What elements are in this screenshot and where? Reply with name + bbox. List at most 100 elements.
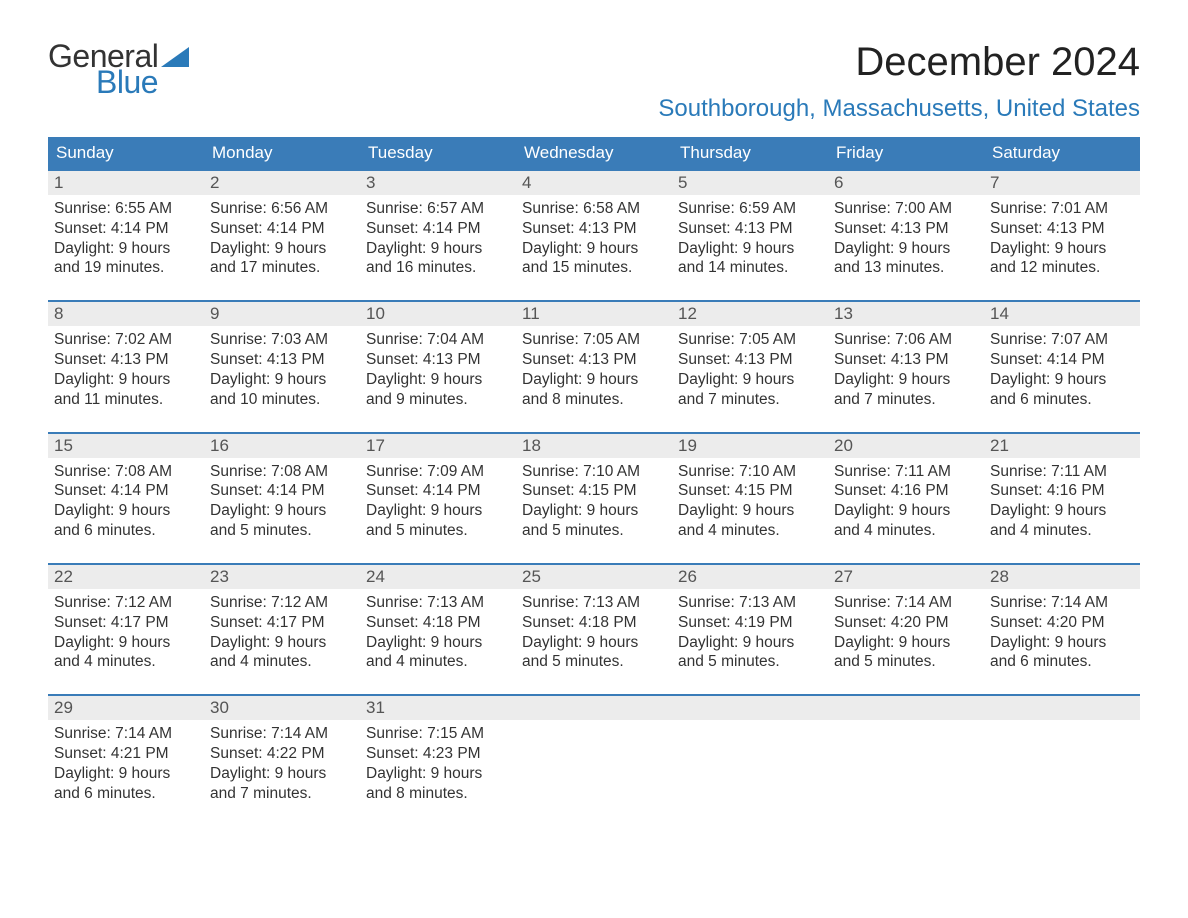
- sunrise-line: Sunrise: 6:58 AM: [522, 199, 666, 219]
- daylight-line-1: Daylight: 9 hours: [678, 370, 822, 390]
- daylight-line-2: and 7 minutes.: [834, 390, 978, 410]
- day-cell-empty: [828, 720, 984, 811]
- sunset-line: Sunset: 4:20 PM: [834, 613, 978, 633]
- logo-triangle-icon: [161, 47, 189, 67]
- day-number: 20: [828, 434, 984, 458]
- day-cell: Sunrise: 6:56 AMSunset: 4:14 PMDaylight:…: [204, 195, 360, 286]
- day-number: [672, 696, 828, 720]
- daylight-line-1: Daylight: 9 hours: [522, 501, 666, 521]
- daylight-line-1: Daylight: 9 hours: [834, 239, 978, 259]
- daylight-line-1: Daylight: 9 hours: [366, 764, 510, 784]
- weekday-thursday: Thursday: [672, 137, 828, 169]
- sunset-line: Sunset: 4:22 PM: [210, 744, 354, 764]
- day-number: 4: [516, 171, 672, 195]
- week-row: 891011121314Sunrise: 7:02 AMSunset: 4:13…: [48, 300, 1140, 417]
- sunset-line: Sunset: 4:14 PM: [210, 481, 354, 501]
- day-number: 1: [48, 171, 204, 195]
- day-number: 17: [360, 434, 516, 458]
- day-number: 22: [48, 565, 204, 589]
- sunrise-line: Sunrise: 6:55 AM: [54, 199, 198, 219]
- day-number: 25: [516, 565, 672, 589]
- day-cell: Sunrise: 7:13 AMSunset: 4:18 PMDaylight:…: [516, 589, 672, 680]
- daylight-line-1: Daylight: 9 hours: [990, 239, 1134, 259]
- sunset-line: Sunset: 4:13 PM: [678, 219, 822, 239]
- day-number: 26: [672, 565, 828, 589]
- sunrise-line: Sunrise: 7:14 AM: [54, 724, 198, 744]
- daylight-line-1: Daylight: 9 hours: [678, 239, 822, 259]
- daylight-line-2: and 7 minutes.: [210, 784, 354, 804]
- sunrise-line: Sunrise: 7:13 AM: [522, 593, 666, 613]
- daylight-line-1: Daylight: 9 hours: [366, 633, 510, 653]
- day-number: 28: [984, 565, 1140, 589]
- day-cell: Sunrise: 7:14 AMSunset: 4:21 PMDaylight:…: [48, 720, 204, 811]
- sunset-line: Sunset: 4:13 PM: [54, 350, 198, 370]
- day-cell: Sunrise: 7:10 AMSunset: 4:15 PMDaylight:…: [516, 458, 672, 549]
- weekday-saturday: Saturday: [984, 137, 1140, 169]
- sunset-line: Sunset: 4:13 PM: [522, 350, 666, 370]
- sunset-line: Sunset: 4:23 PM: [366, 744, 510, 764]
- daylight-line-2: and 7 minutes.: [678, 390, 822, 410]
- sunset-line: Sunset: 4:18 PM: [366, 613, 510, 633]
- daylight-line-1: Daylight: 9 hours: [54, 501, 198, 521]
- day-number: 30: [204, 696, 360, 720]
- sunrise-line: Sunrise: 7:12 AM: [54, 593, 198, 613]
- daylight-line-2: and 8 minutes.: [366, 784, 510, 804]
- sunset-line: Sunset: 4:14 PM: [366, 481, 510, 501]
- day-cell: Sunrise: 7:01 AMSunset: 4:13 PMDaylight:…: [984, 195, 1140, 286]
- day-cell: Sunrise: 7:10 AMSunset: 4:15 PMDaylight:…: [672, 458, 828, 549]
- daylight-line-2: and 16 minutes.: [366, 258, 510, 278]
- sunset-line: Sunset: 4:13 PM: [834, 350, 978, 370]
- daylight-line-1: Daylight: 9 hours: [54, 764, 198, 784]
- daylight-line-1: Daylight: 9 hours: [54, 370, 198, 390]
- day-cell: Sunrise: 7:14 AMSunset: 4:22 PMDaylight:…: [204, 720, 360, 811]
- sunset-line: Sunset: 4:16 PM: [834, 481, 978, 501]
- logo-text-blue: Blue: [96, 66, 189, 98]
- day-cell: Sunrise: 7:12 AMSunset: 4:17 PMDaylight:…: [204, 589, 360, 680]
- sunrise-line: Sunrise: 6:59 AM: [678, 199, 822, 219]
- sunset-line: Sunset: 4:13 PM: [990, 219, 1134, 239]
- sunset-line: Sunset: 4:15 PM: [522, 481, 666, 501]
- week-row: 1234567Sunrise: 6:55 AMSunset: 4:14 PMDa…: [48, 169, 1140, 286]
- day-cell: Sunrise: 7:09 AMSunset: 4:14 PMDaylight:…: [360, 458, 516, 549]
- weekday-header-row: SundayMondayTuesdayWednesdayThursdayFrid…: [48, 137, 1140, 169]
- day-number: [516, 696, 672, 720]
- daylight-line-2: and 8 minutes.: [522, 390, 666, 410]
- sunrise-line: Sunrise: 7:00 AM: [834, 199, 978, 219]
- daylight-line-1: Daylight: 9 hours: [990, 633, 1134, 653]
- day-number: 6: [828, 171, 984, 195]
- week-row: 15161718192021Sunrise: 7:08 AMSunset: 4:…: [48, 432, 1140, 549]
- sunset-line: Sunset: 4:14 PM: [210, 219, 354, 239]
- daylight-line-2: and 6 minutes.: [990, 652, 1134, 672]
- daylight-line-2: and 5 minutes.: [210, 521, 354, 541]
- sunrise-line: Sunrise: 7:04 AM: [366, 330, 510, 350]
- sunset-line: Sunset: 4:13 PM: [678, 350, 822, 370]
- day-cell: Sunrise: 7:00 AMSunset: 4:13 PMDaylight:…: [828, 195, 984, 286]
- sunset-line: Sunset: 4:13 PM: [522, 219, 666, 239]
- daylight-line-2: and 14 minutes.: [678, 258, 822, 278]
- day-cell: Sunrise: 7:14 AMSunset: 4:20 PMDaylight:…: [828, 589, 984, 680]
- sunrise-line: Sunrise: 6:56 AM: [210, 199, 354, 219]
- daylight-line-1: Daylight: 9 hours: [210, 501, 354, 521]
- week-row: 22232425262728Sunrise: 7:12 AMSunset: 4:…: [48, 563, 1140, 680]
- sunrise-line: Sunrise: 7:15 AM: [366, 724, 510, 744]
- day-cell: Sunrise: 7:05 AMSunset: 4:13 PMDaylight:…: [516, 326, 672, 417]
- day-cell: Sunrise: 7:02 AMSunset: 4:13 PMDaylight:…: [48, 326, 204, 417]
- sunrise-line: Sunrise: 7:01 AM: [990, 199, 1134, 219]
- sunrise-line: Sunrise: 6:57 AM: [366, 199, 510, 219]
- page-title: December 2024: [658, 40, 1140, 85]
- day-cell: Sunrise: 7:13 AMSunset: 4:19 PMDaylight:…: [672, 589, 828, 680]
- title-block: December 2024 Southborough, Massachusett…: [658, 40, 1140, 123]
- sunset-line: Sunset: 4:14 PM: [54, 481, 198, 501]
- header: General Blue December 2024 Southborough,…: [48, 40, 1140, 123]
- sunrise-line: Sunrise: 7:11 AM: [834, 462, 978, 482]
- sunset-line: Sunset: 4:18 PM: [522, 613, 666, 633]
- sunset-line: Sunset: 4:21 PM: [54, 744, 198, 764]
- day-number: 21: [984, 434, 1140, 458]
- day-number: 3: [360, 171, 516, 195]
- day-cell-empty: [984, 720, 1140, 811]
- weekday-monday: Monday: [204, 137, 360, 169]
- day-number: 23: [204, 565, 360, 589]
- sunset-line: Sunset: 4:16 PM: [990, 481, 1134, 501]
- day-number: 14: [984, 302, 1140, 326]
- daylight-line-1: Daylight: 9 hours: [522, 370, 666, 390]
